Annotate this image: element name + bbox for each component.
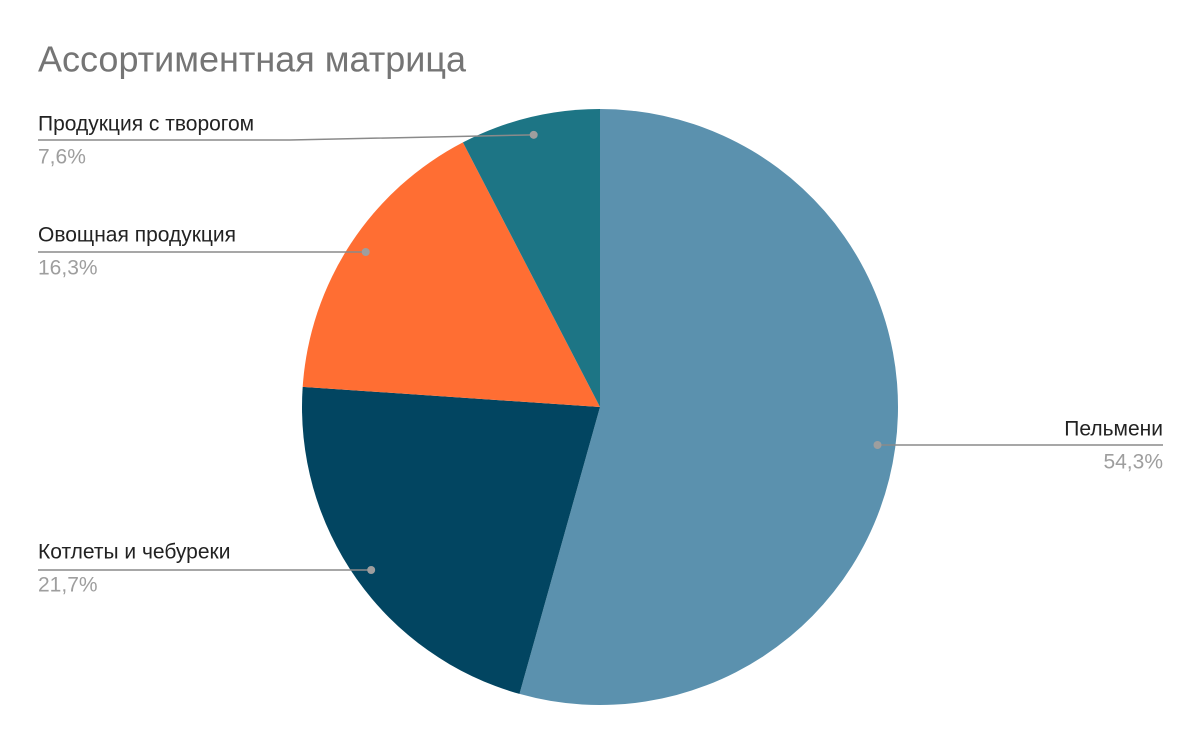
- chart-title: Ассортиментная матрица: [38, 39, 467, 80]
- leader-dot: [873, 441, 882, 449]
- slice-label: Пельмени: [1064, 418, 1163, 441]
- leader-dot: [529, 130, 538, 139]
- pie-slice: [462, 109, 600, 407]
- slice-value-label: 21,7%: [38, 574, 98, 597]
- slice-label: Овощная продукция: [38, 224, 236, 247]
- leader-dot: [367, 566, 376, 574]
- pie-slice: [302, 386, 600, 694]
- slice-label: Продукция с творогом: [38, 113, 254, 136]
- slice-label: Котлеты и чебуреки: [38, 541, 230, 564]
- pie-slice: [302, 142, 600, 408]
- pie-slice: [519, 109, 899, 705]
- leader-line: [38, 134, 534, 141]
- slice-value-label: 7,6%: [38, 146, 86, 169]
- leader-dot: [361, 248, 370, 256]
- slice-value-label: 54,3%: [1103, 451, 1163, 474]
- slice-value-label: 16,3%: [38, 257, 98, 280]
